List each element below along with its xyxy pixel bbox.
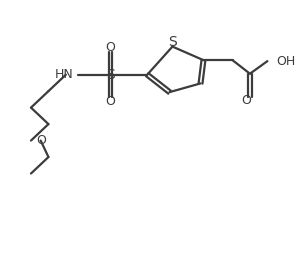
Text: O: O — [105, 41, 115, 54]
Text: O: O — [241, 94, 251, 107]
Text: S: S — [168, 35, 177, 49]
Text: O: O — [105, 95, 115, 108]
Text: S: S — [106, 68, 115, 82]
Text: OH: OH — [276, 55, 295, 68]
Text: O: O — [36, 134, 46, 147]
Text: HN: HN — [55, 68, 74, 81]
